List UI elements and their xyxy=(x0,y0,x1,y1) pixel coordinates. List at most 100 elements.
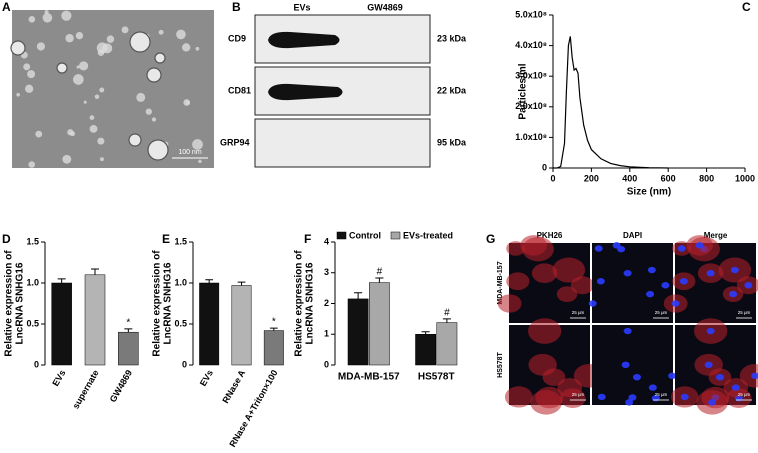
vesicle xyxy=(128,133,142,147)
x-tick-label: EVs xyxy=(50,368,67,388)
error-bar xyxy=(124,328,133,333)
legend-swatch xyxy=(336,231,347,240)
lane-label: EVs xyxy=(293,2,310,12)
error-bar xyxy=(205,279,214,283)
error-bar xyxy=(375,277,384,283)
x-tick-label: 400 xyxy=(622,173,637,183)
vesicle xyxy=(158,29,164,35)
vesicle xyxy=(73,74,84,85)
nucleus xyxy=(623,327,632,335)
vesicle xyxy=(192,139,203,150)
nucleus xyxy=(751,372,758,380)
bar xyxy=(436,322,458,366)
protein-label: CD81 xyxy=(228,85,251,95)
cell-stain xyxy=(520,235,547,256)
significance-mark: * xyxy=(272,317,276,328)
y-tick-label: 0 xyxy=(34,359,39,369)
vesicle xyxy=(121,26,129,34)
lane-label: GW4869 xyxy=(367,2,403,12)
column-label: PKH26 xyxy=(537,231,563,240)
y-tick-label: 2.0x10⁸ xyxy=(515,101,547,111)
y-axis-label: Particles/ml xyxy=(518,63,529,119)
nucleus xyxy=(588,300,597,307)
y-tick-label: 1.0 xyxy=(26,277,39,287)
vesicle xyxy=(23,63,31,71)
panel-label: F xyxy=(304,232,311,246)
vesicle xyxy=(28,161,35,168)
vesicle xyxy=(10,40,26,56)
vesicle xyxy=(198,159,202,164)
y-tick-label: 3 xyxy=(324,267,329,277)
cell-stain xyxy=(506,272,530,291)
x-tick-label: MDA-MB-157 xyxy=(338,372,400,383)
micrograph xyxy=(592,243,673,323)
nucleus xyxy=(677,245,686,252)
y-tick-label: 1.5 xyxy=(26,236,39,246)
vesicle xyxy=(195,46,200,51)
panel-label: D xyxy=(2,232,11,246)
bar xyxy=(199,282,220,366)
vesicle xyxy=(99,157,104,162)
micrograph xyxy=(592,325,673,405)
scale-label: 25 μm xyxy=(655,392,668,397)
column-label: DAPI xyxy=(623,231,642,240)
nucleus xyxy=(679,278,688,285)
cell-stain xyxy=(570,276,595,295)
nucleus xyxy=(744,282,753,289)
panel-label: G xyxy=(486,232,495,246)
cell-stain xyxy=(556,286,578,303)
vesicle xyxy=(35,130,43,138)
vesicle xyxy=(83,100,87,104)
cell-stain xyxy=(528,318,562,344)
bar xyxy=(118,331,139,366)
y-tick-label: 0 xyxy=(182,359,187,369)
size-label: 95 kDa xyxy=(437,137,467,147)
vesicle xyxy=(27,70,36,79)
legend-label: Control xyxy=(349,230,381,240)
panel-label: C xyxy=(742,0,751,14)
y-tick-label: 4.0x10⁸ xyxy=(515,40,547,50)
vesicle xyxy=(154,52,166,64)
scale-label: 25 μm xyxy=(738,310,751,315)
y-tick-label: 4 xyxy=(324,236,329,246)
nucleus xyxy=(706,269,715,277)
vesicle xyxy=(70,131,76,137)
error-bar xyxy=(237,281,246,286)
vesicle xyxy=(97,49,105,56)
nucleus xyxy=(731,384,740,391)
nucleus xyxy=(646,290,655,298)
nucleus xyxy=(715,373,724,381)
x-tick-label: 0 xyxy=(550,173,555,183)
y-tick-label: 0.5 xyxy=(26,318,39,328)
nucleus xyxy=(596,278,605,285)
panel-label: A xyxy=(2,0,11,14)
x-tick-label: 800 xyxy=(699,173,714,183)
blot-band xyxy=(268,83,343,101)
error-bar xyxy=(442,318,451,323)
nucleus xyxy=(729,290,738,298)
y-axis-label: LncRNA SNHG16 xyxy=(15,262,26,344)
x-tick-label: supernate xyxy=(71,368,101,410)
blot-band xyxy=(268,31,340,49)
bar xyxy=(263,330,284,366)
vesicle xyxy=(99,87,105,93)
scale-label: 25 μm xyxy=(572,310,585,315)
bar xyxy=(415,334,436,366)
y-tick-label: 0 xyxy=(542,162,547,172)
nucleus xyxy=(647,266,656,274)
nucleus xyxy=(671,300,680,307)
error-bar xyxy=(269,327,278,331)
blot-strip xyxy=(254,118,431,168)
cell-stain xyxy=(504,386,533,408)
nucleus xyxy=(632,373,641,381)
y-tick-label: 1 xyxy=(324,329,329,339)
significance-mark: * xyxy=(126,318,130,329)
scale-label: 25 μm xyxy=(572,392,585,397)
y-axis-label: Relative expression of xyxy=(152,250,163,357)
nucleus xyxy=(623,269,632,277)
nucleus xyxy=(680,393,689,401)
x-tick-label: HS578T xyxy=(418,372,455,383)
vesicle xyxy=(25,84,34,93)
nucleus xyxy=(594,245,603,252)
bar xyxy=(231,285,252,366)
